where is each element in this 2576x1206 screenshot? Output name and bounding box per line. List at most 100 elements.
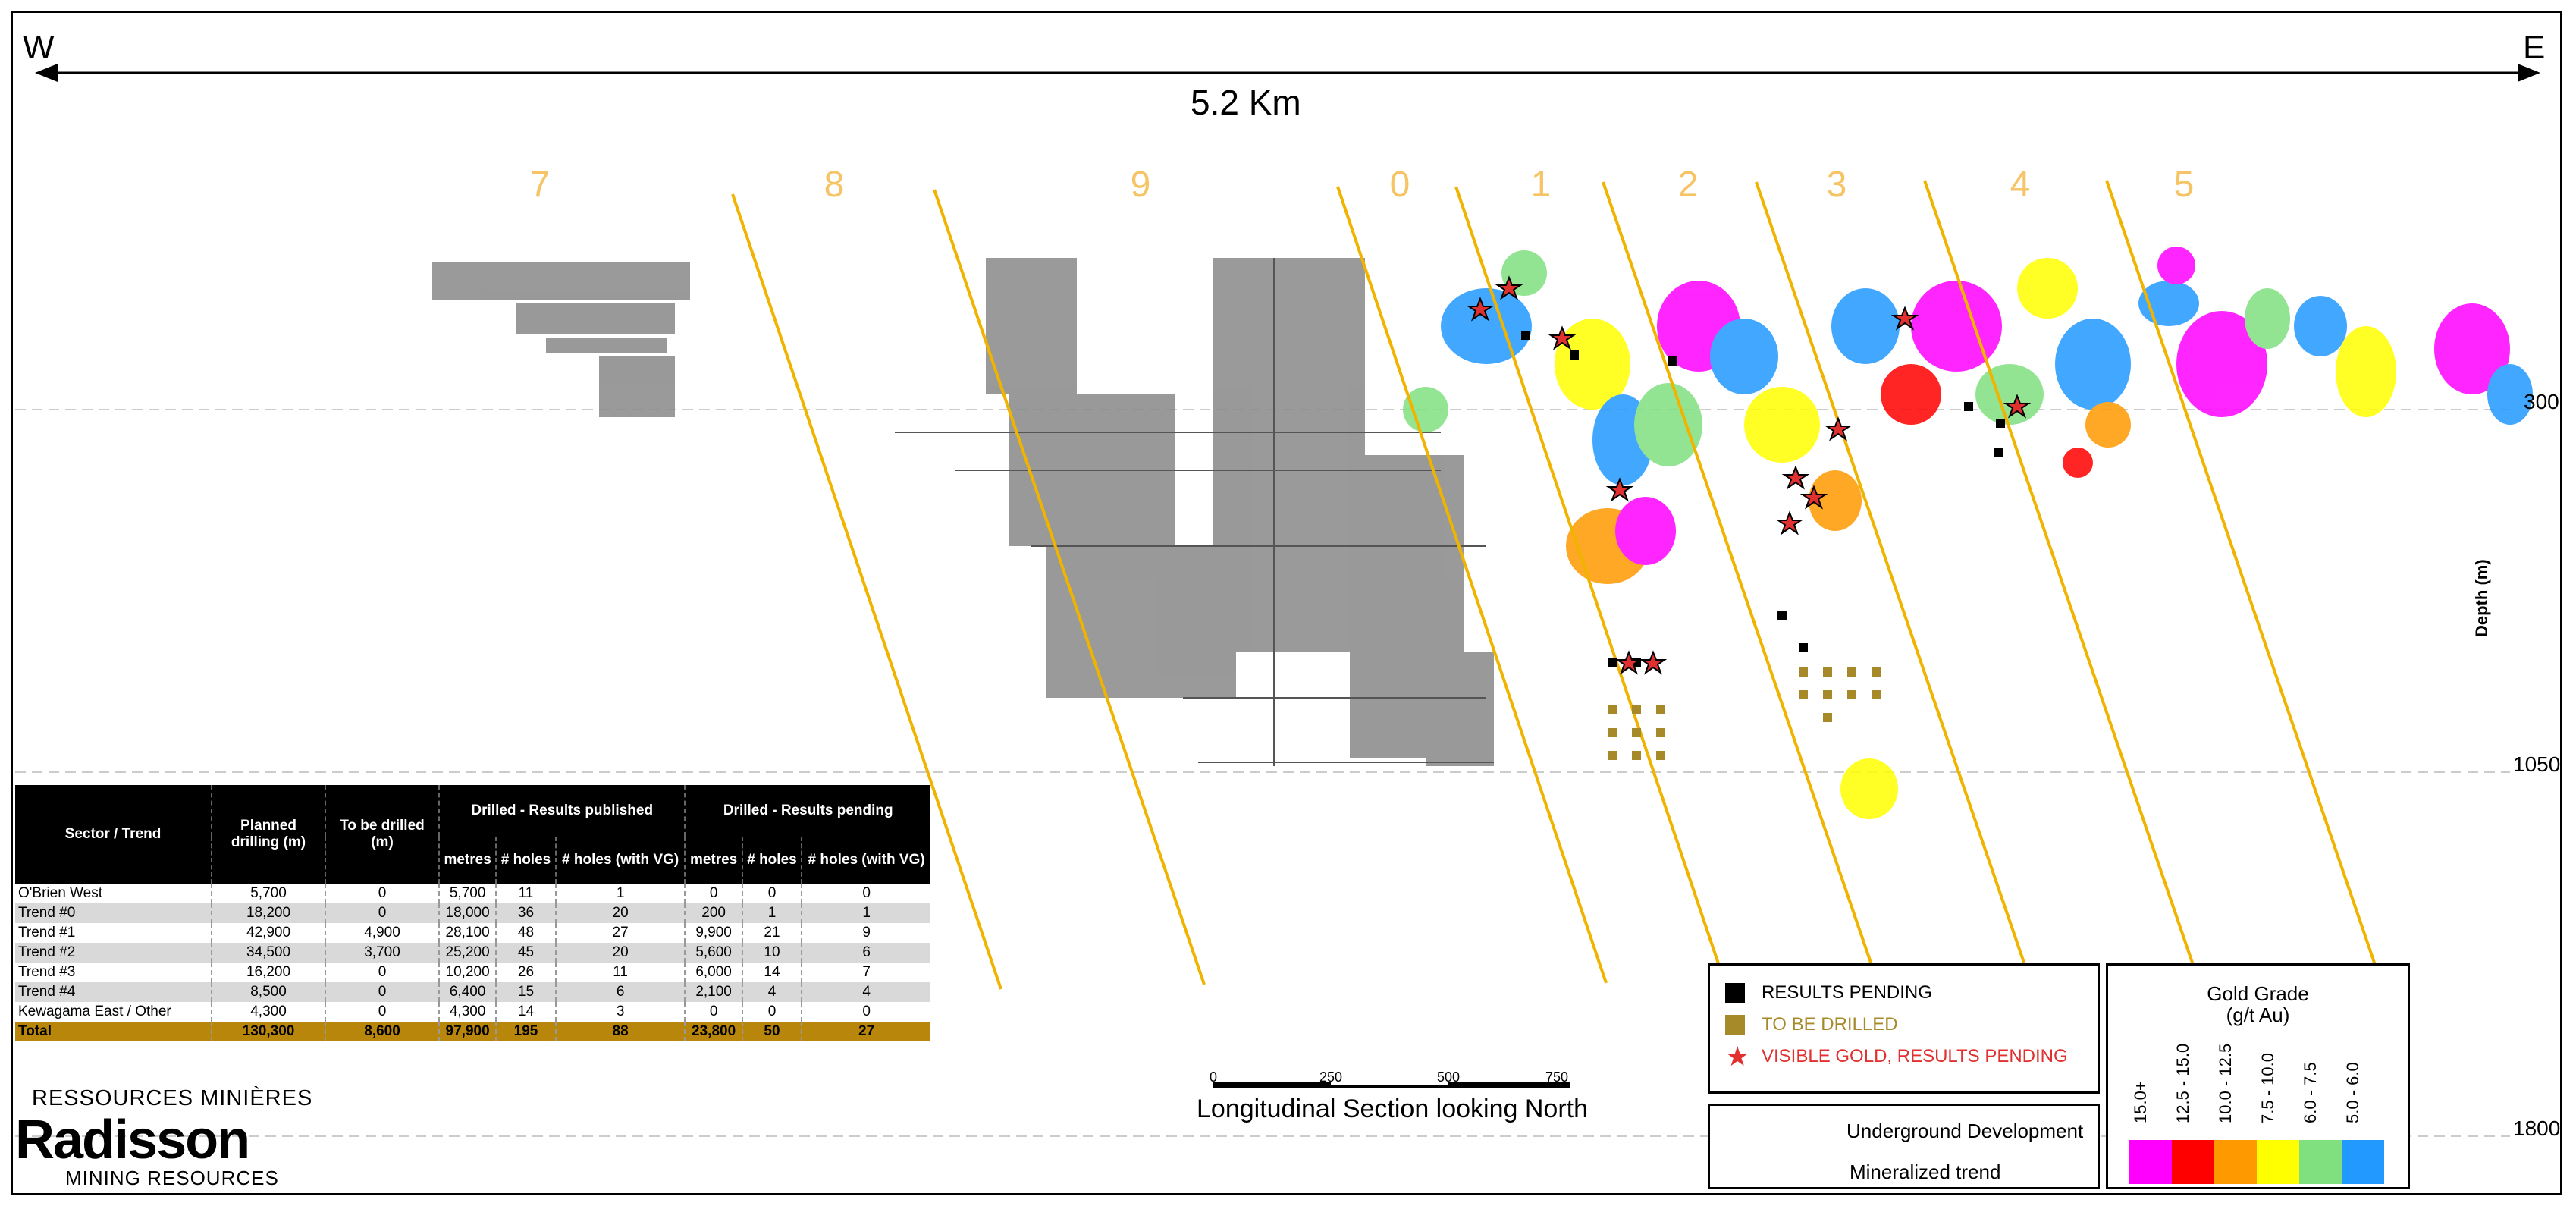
depth-tick-1050: 1050 [2513, 752, 2561, 776]
table-cell: 0 [801, 884, 930, 903]
distance-label: 5.2 Km [1191, 83, 1301, 122]
grade-title: Gold Grade [2207, 982, 2309, 1005]
table-cell: 0 [684, 1002, 742, 1022]
table-cell: 4,300 [438, 1002, 497, 1022]
east-label: E [2523, 29, 2546, 66]
grade-range-6: 5.0 - 6.0 [2343, 1062, 2362, 1123]
table-cell: 1 [801, 903, 930, 923]
table-cell: 0 [741, 884, 802, 903]
table-cell: 4,900 [325, 923, 439, 943]
table-cell: Trend #1 [18, 925, 76, 941]
table-cell: 0 [325, 884, 439, 903]
table-cell: 1 [554, 884, 686, 903]
table-cell: 11 [495, 884, 556, 903]
logo-top-text: RESSOURCES MINIÈRES [32, 1086, 313, 1110]
table-cell: Total [15, 1022, 212, 1041]
grade-range-5: 6.0 - 7.5 [2301, 1062, 2320, 1123]
legend-drill-status: RESULTS PENDING TO BE DRILLED ★ VISIBLE G… [1708, 963, 2100, 1094]
table-cell: 200 [684, 903, 742, 923]
legend-pending: RESULTS PENDING [1762, 982, 1932, 1003]
table-cell: 21 [741, 923, 802, 943]
table-cell: 4 [741, 982, 802, 1002]
table-cell: Trend #0 [15, 903, 212, 923]
table-cell: 10,200 [438, 963, 497, 982]
table-cell: 14 [495, 1002, 556, 1022]
legend-trend: Mineralized trend [1850, 1160, 2001, 1183]
table-row: Kewagama East / Other 4,300 0 4,300 14 3 0 0 0 [15, 1002, 930, 1022]
col-sector: Sector / Trend [15, 785, 212, 884]
table-cell: 42,900 [211, 923, 325, 943]
table-cell: 26 [495, 963, 556, 982]
legend-gold-grade: Gold Grade (g/t Au) 15.0+ 12.5 - 15.0 10… [2106, 963, 2410, 1189]
table-row: Trend #2 34,500 3,700 25,200 45 20 5,600 10 6 [15, 943, 930, 963]
grade-range-3: 10.0 - 12.5 [2216, 1043, 2235, 1123]
pending-square-icon [1725, 983, 1745, 1003]
col-published: Drilled - Results published [438, 785, 686, 837]
grade-range-2: 12.5 - 15.0 [2173, 1043, 2192, 1123]
table-cell: 27 [801, 1022, 930, 1041]
table-cell: 3 [554, 1002, 686, 1022]
table-cell: 16,200 [211, 963, 325, 982]
trend-label-3: 3 [1826, 165, 1847, 205]
to-drill-square-icon [1725, 1015, 1745, 1035]
table-cell: 6 [801, 943, 930, 963]
table-cell: 20 [554, 903, 686, 923]
col-pending: Drilled - Results pending [684, 785, 930, 837]
table-row: Trend #4 8,500 0 6,400 15 6 2,100 4 4 [15, 982, 930, 1002]
table-cell: 5,600 [684, 943, 742, 963]
table-cell: 0 [801, 1002, 930, 1022]
depth-tick-300: 300 [2524, 390, 2559, 413]
trend-label-2: 2 [1677, 165, 1699, 205]
table-cell: 25,200 [438, 943, 497, 963]
table-cell: 27 [554, 923, 686, 943]
col-pen-vg: # holes (with VG) [801, 837, 930, 884]
depth-axis-title: Depth (m) [2472, 559, 2491, 637]
trend-label-0: 0 [1389, 165, 1410, 205]
table-cell: 1 [741, 903, 802, 923]
grade-swatch-2 [2172, 1140, 2214, 1184]
grade-unit: (g/t Au) [2226, 1003, 2290, 1026]
table-cell: 23,800 [684, 1022, 742, 1041]
col-planned: Planned drilling (m) [211, 785, 325, 884]
table-cell: 50 [741, 1022, 802, 1041]
table-cell: 28,100 [438, 923, 497, 943]
col-pen-holes: # holes [741, 837, 802, 884]
table-cell: 9 [801, 923, 930, 943]
scale-tick-500: 500 [1437, 1069, 1461, 1085]
table-row: Trend #1 42,900 4,900 28,100 48 27 9,900 21 9 [15, 923, 930, 943]
trend-label-7: 7 [529, 165, 551, 205]
table-cell: 9,900 [684, 923, 742, 943]
table-cell: 4 [801, 982, 930, 1002]
table-cell: 7 [801, 963, 930, 982]
table-cell: 45 [495, 943, 556, 963]
grade-swatch-1 [2129, 1140, 2172, 1184]
table-cell: 18,200 [211, 903, 325, 923]
table-cell: 2,100 [684, 982, 742, 1002]
trend-label-5: 5 [2173, 165, 2195, 205]
table-total-row: Total 130,300 8,600 97,900 195 88 23,800 50 27 [15, 1022, 930, 1041]
drilling-table: Sector / Trend Planned drilling (m) To b… [15, 785, 930, 1041]
scale-tick-0: 0 [1210, 1069, 1218, 1085]
table-cell: 130,300 [211, 1022, 325, 1041]
table-cell: 48 [495, 923, 556, 943]
table-cell: 6,400 [438, 982, 497, 1002]
table-cell: 0 [325, 963, 439, 982]
col-pub-vg: # holes (with VG) [554, 837, 686, 884]
table-cell: 0 [325, 903, 439, 923]
table-cell: 6 [554, 982, 686, 1002]
grade-range-1: 15.0+ [2131, 1081, 2150, 1123]
grade-swatch-6 [2342, 1140, 2384, 1184]
legend-to-drill: TO BE DRILLED [1762, 1014, 1898, 1035]
scale-tick-250: 250 [1319, 1069, 1343, 1085]
table-cell: 8,600 [325, 1022, 439, 1041]
scale-tick-750: 750 [1545, 1069, 1569, 1085]
table-cell: Trend #4 [15, 982, 212, 1002]
table-cell: 20 [554, 943, 686, 963]
trend-label-4: 4 [2010, 165, 2031, 205]
col-pen-metres: metres [684, 837, 742, 884]
table-cell: 3,700 [325, 943, 439, 963]
radisson-logo: Radisson [15, 1110, 250, 1170]
west-label: W [23, 29, 55, 66]
table-cell: 195 [495, 1022, 556, 1041]
table-cell: 6,000 [684, 963, 742, 982]
